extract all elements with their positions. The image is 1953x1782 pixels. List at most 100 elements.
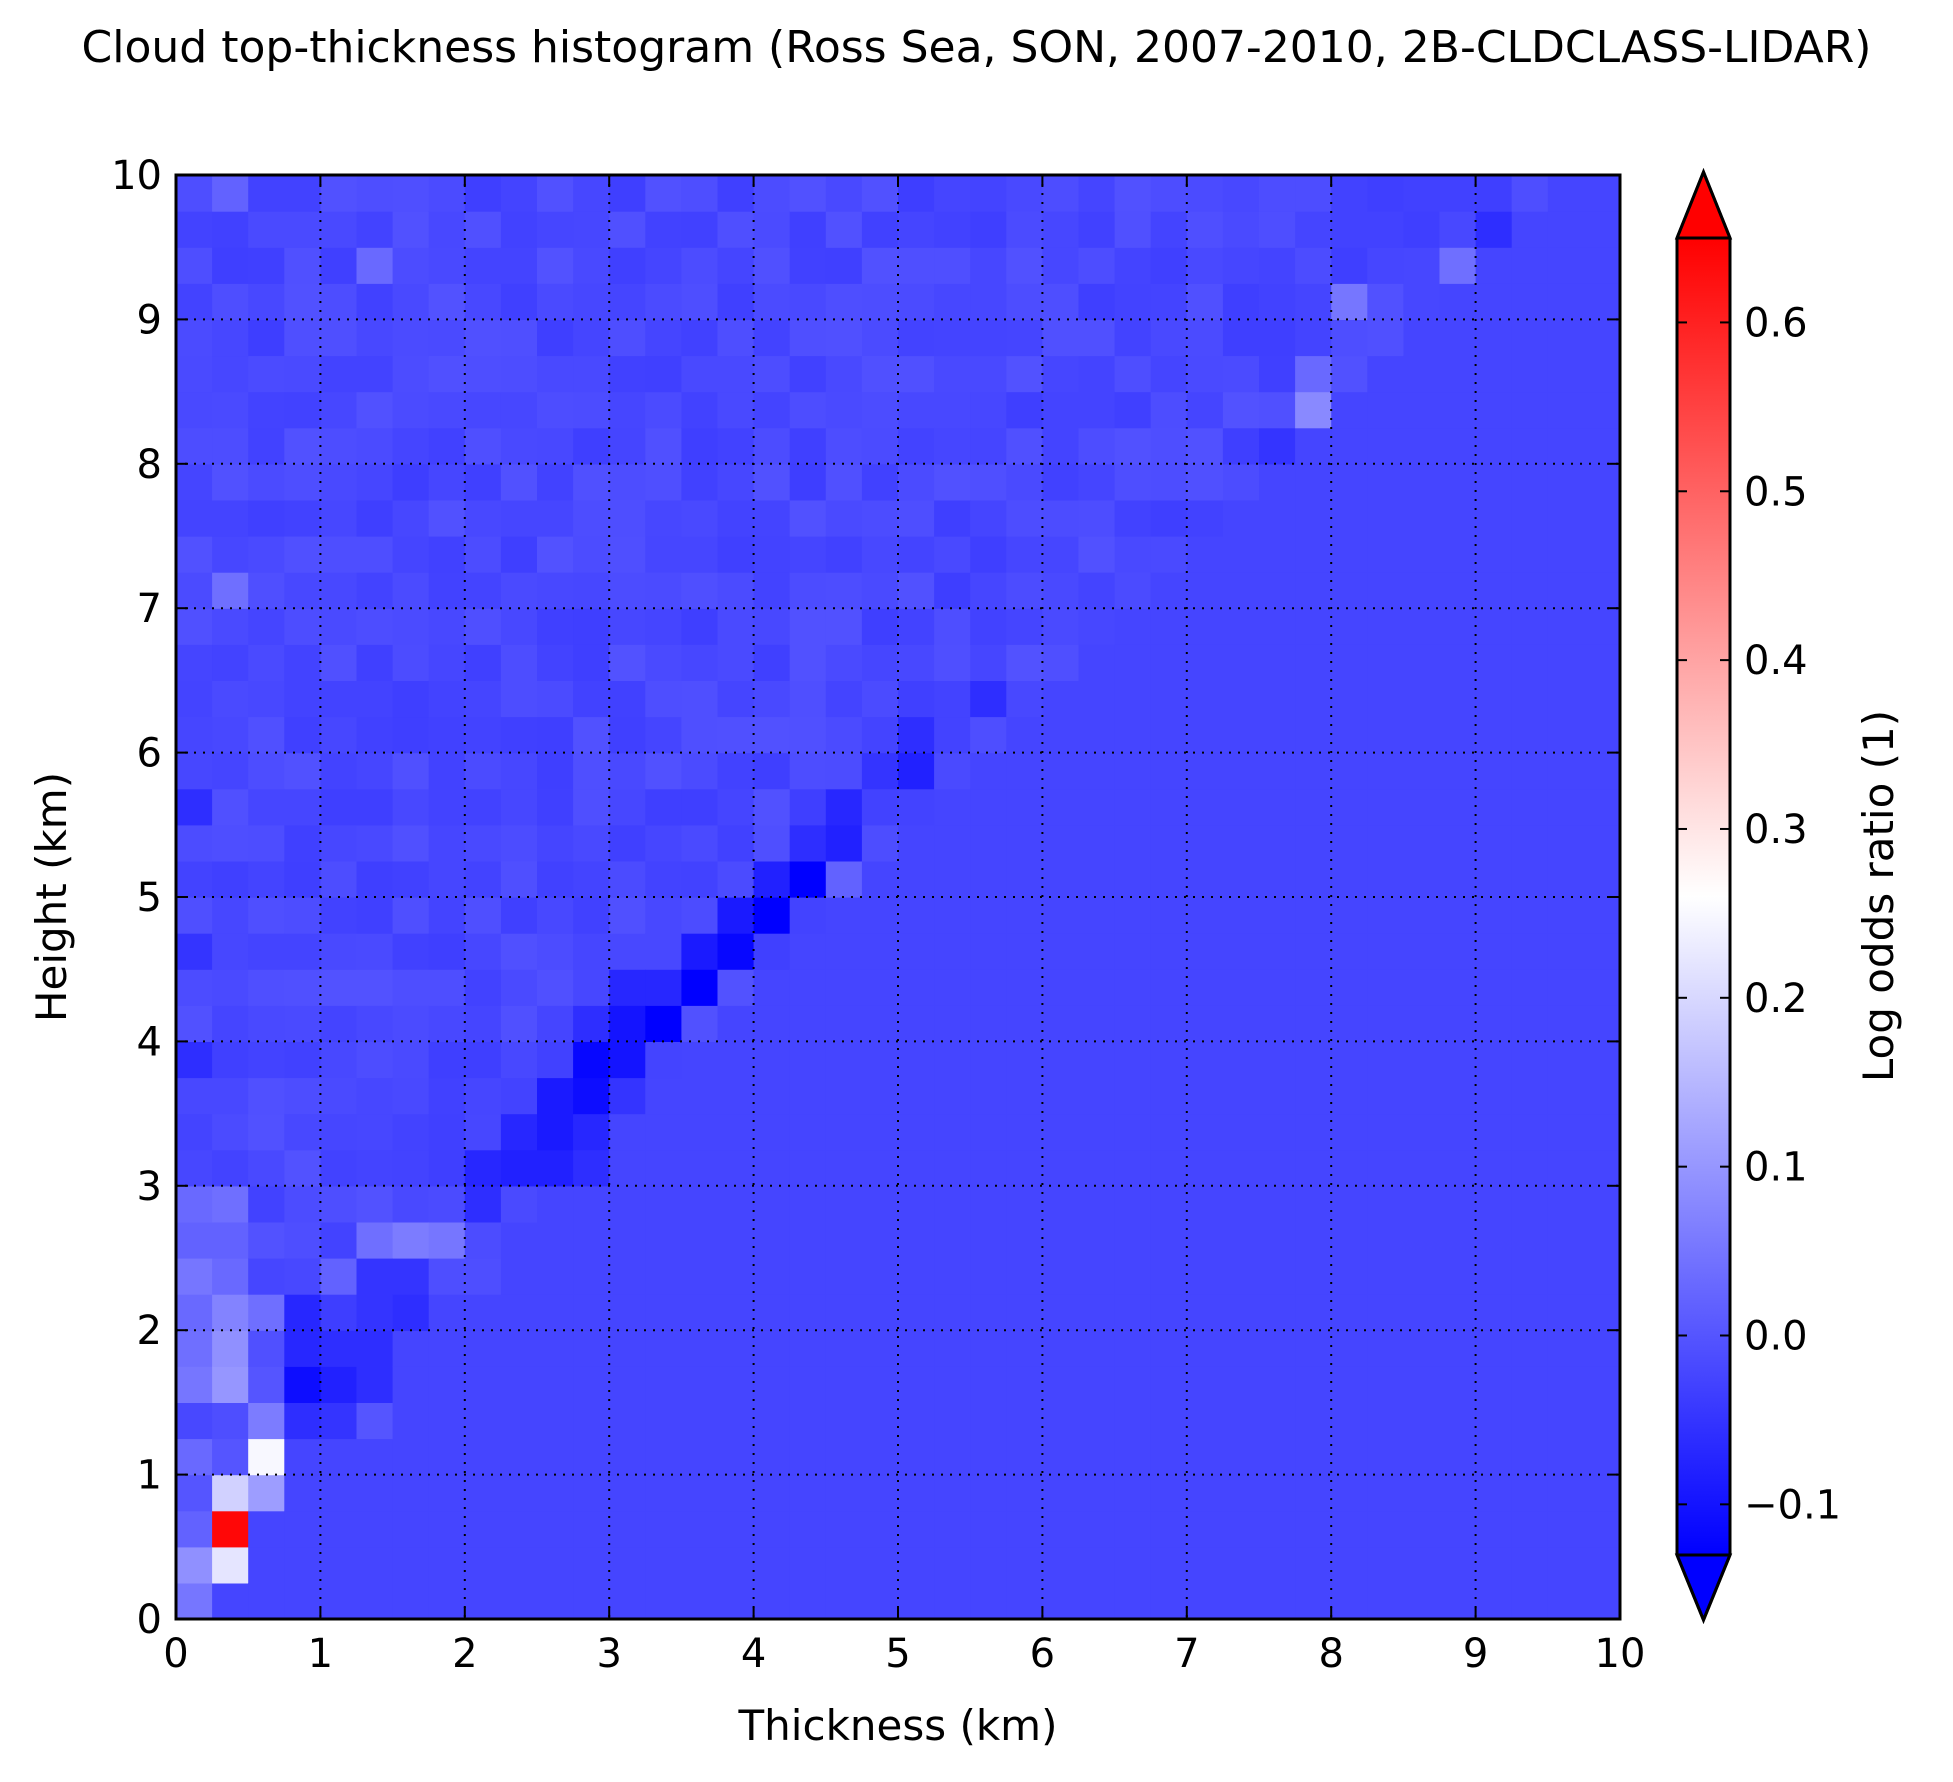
heatmap-cell (789, 536, 827, 573)
heatmap-cell (934, 933, 971, 970)
heatmap-cell (753, 1005, 791, 1042)
heatmap-cell (970, 1005, 1007, 1042)
heatmap-cell (898, 211, 935, 248)
heatmap-cell (1259, 788, 1296, 826)
heatmap-cell (934, 1258, 971, 1295)
heatmap-cell (609, 752, 646, 790)
heatmap-cell (176, 969, 213, 1006)
heatmap-cell (1331, 463, 1368, 501)
heatmap-cell (1331, 969, 1368, 1006)
heatmap-cell (464, 1582, 502, 1620)
heatmap-cell (356, 1294, 394, 1331)
heatmap-cell (1439, 572, 1477, 609)
heatmap-cell (428, 427, 466, 465)
heatmap-cell (464, 499, 502, 537)
heatmap-cell (1078, 608, 1116, 645)
heatmap-cell (970, 1294, 1007, 1331)
heatmap-cell (1222, 1258, 1260, 1295)
heatmap-cell (284, 644, 321, 681)
heatmap-cell (1006, 1113, 1043, 1151)
heatmap-cell (898, 644, 935, 681)
heatmap-cell (356, 1005, 394, 1042)
heatmap-cell (1475, 1402, 1513, 1440)
heatmap-cell (898, 247, 935, 284)
heatmap-cell (717, 1438, 755, 1476)
heatmap-cell (1150, 1294, 1188, 1331)
y-tick-label: 0 (137, 1597, 162, 1643)
heatmap-cells (176, 175, 1621, 1620)
heatmap-cell (1511, 824, 1549, 862)
heatmap-cell (356, 1510, 394, 1548)
heatmap-cell (825, 1185, 863, 1223)
heatmap-cell (500, 1221, 538, 1259)
heatmap-cell (1114, 644, 1152, 681)
heatmap-cell (789, 247, 827, 284)
heatmap-cell (392, 788, 430, 826)
heatmap-cell (1403, 788, 1441, 826)
heatmap-cell (1006, 1258, 1043, 1295)
heatmap-cell (464, 427, 502, 465)
heatmap-cell (970, 175, 1007, 212)
heatmap-cell (248, 1366, 285, 1403)
heatmap-cell (717, 897, 755, 934)
heatmap-cell (1186, 1582, 1224, 1620)
heatmap-cell (609, 1402, 646, 1440)
heatmap-cell (681, 1221, 719, 1259)
heatmap-cell (356, 1113, 394, 1151)
heatmap-cell (609, 1113, 646, 1151)
colorbar-extend-max (1674, 167, 1733, 240)
y-tick-label: 3 (137, 1164, 162, 1210)
heatmap-cell (284, 499, 321, 537)
heatmap-cell (1222, 1294, 1260, 1331)
heatmap-cell (464, 1366, 502, 1403)
heatmap-cell (1186, 247, 1224, 284)
heatmap-cell (573, 1185, 610, 1223)
heatmap-cell (392, 1149, 430, 1187)
heatmap-cell (176, 283, 213, 320)
heatmap-cell (1475, 716, 1513, 754)
heatmap-cell (1042, 1582, 1080, 1620)
heatmap-cell (681, 1438, 719, 1476)
heatmap-cell (861, 1294, 899, 1331)
heatmap-cell (609, 1510, 646, 1548)
heatmap-cell (934, 608, 971, 645)
heatmap-cell (1403, 860, 1441, 898)
heatmap-cell (1078, 1510, 1116, 1548)
heatmap-cell (392, 824, 430, 862)
heatmap-cell (573, 319, 610, 357)
heatmap-cell (1583, 1077, 1621, 1115)
heatmap-cell (176, 1366, 213, 1403)
heatmap-cell (1403, 247, 1441, 284)
heatmap-cell (1114, 608, 1152, 645)
heatmap-cell (212, 283, 249, 320)
heatmap-cell (717, 1258, 755, 1295)
heatmap-cell (392, 608, 430, 645)
heatmap-cell (970, 788, 1007, 826)
heatmap-cell (1439, 608, 1477, 645)
heatmap-cell (1439, 1366, 1477, 1403)
heatmap-cell (861, 752, 899, 790)
heatmap-cell (1547, 1510, 1585, 1548)
heatmap-cell (573, 969, 610, 1006)
x-tick-label: 7 (1174, 1631, 1199, 1677)
heatmap-cell (970, 1258, 1007, 1295)
heatmap-cell (717, 247, 755, 284)
heatmap-cell (789, 463, 827, 501)
heatmap-cell (537, 860, 574, 898)
heatmap-cell (1295, 1474, 1332, 1512)
heatmap-cell (1150, 969, 1188, 1006)
heatmap-cell (573, 752, 610, 790)
heatmap-cell (861, 716, 899, 754)
heatmap-cell (392, 463, 430, 501)
heatmap-cell (1403, 427, 1441, 465)
heatmap-cell (284, 283, 321, 320)
heatmap-cell (970, 1582, 1007, 1620)
heatmap-cell (1078, 283, 1116, 320)
heatmap-cell (464, 319, 502, 357)
heatmap-cell (1222, 1077, 1260, 1115)
heatmap-cell (861, 1221, 899, 1259)
heatmap-cell (428, 644, 466, 681)
heatmap-cell (248, 788, 285, 826)
heatmap-cell (1006, 499, 1043, 537)
heatmap-cell (789, 933, 827, 970)
